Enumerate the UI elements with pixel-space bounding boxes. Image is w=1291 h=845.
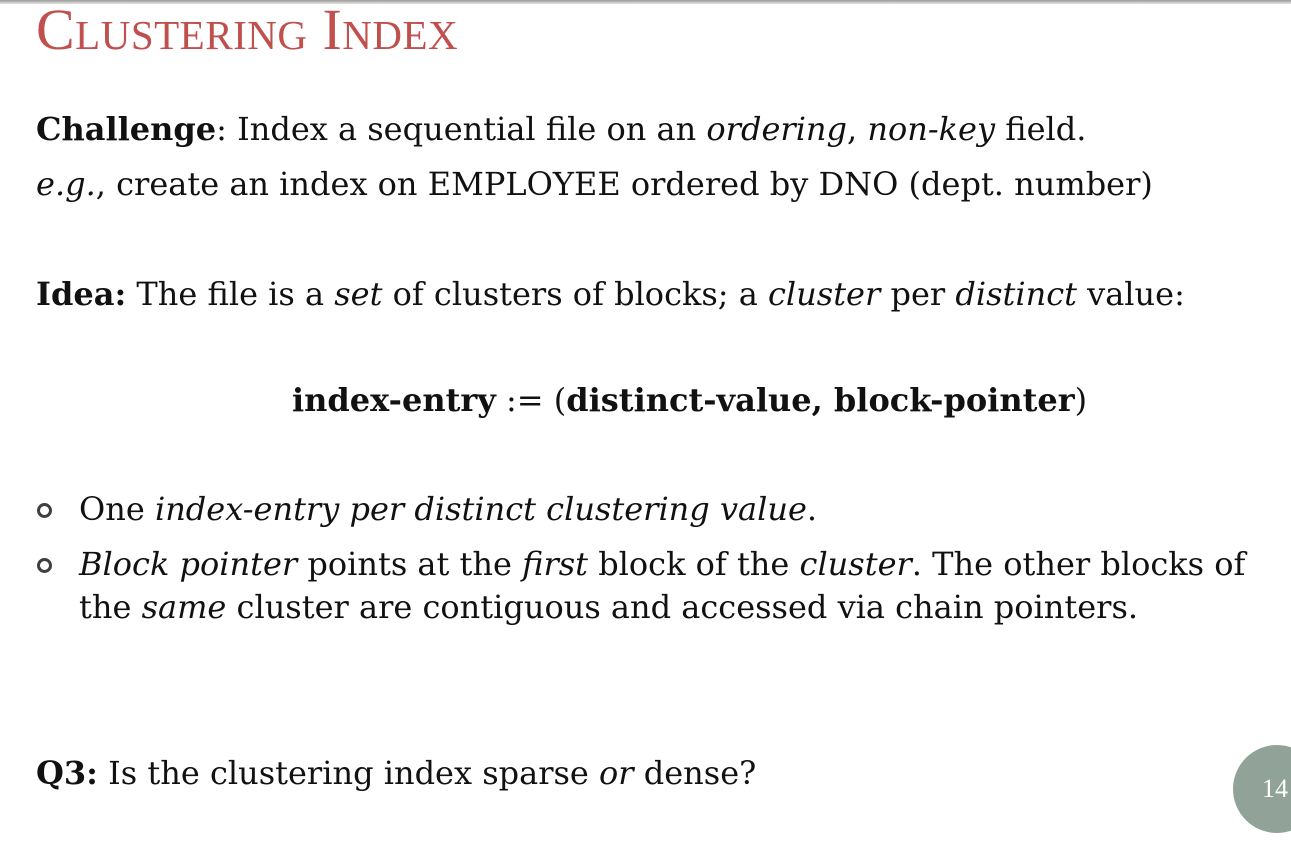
example-label: e.g. <box>36 165 96 203</box>
bullet-list: One index-entry per distinct clustering … <box>36 488 1276 641</box>
question-line: Q3: Is the clustering index sparse or de… <box>36 754 757 792</box>
ring-bullet-icon <box>37 503 52 518</box>
list-item: One index-entry per distinct clustering … <box>36 488 1276 531</box>
slide-top-rule <box>0 0 1291 4</box>
challenge-label: Challenge <box>36 110 217 148</box>
index-entry-formula: index-entry := (distinct-value, block-po… <box>292 381 1088 419</box>
page-number-badge: 14 <box>1233 745 1291 833</box>
question-label: Q3: <box>36 754 98 792</box>
challenge-line: Challenge: Index a sequential file on an… <box>36 110 1087 148</box>
list-item: Block pointer points at the first block … <box>36 543 1276 629</box>
example-line: e.g., create an index on EMPLOYEE ordere… <box>36 165 1153 203</box>
page-number: 14 <box>1262 774 1288 803</box>
slide-title: Clustering Index <box>36 0 459 62</box>
idea-label: Idea: <box>36 275 127 313</box>
ring-bullet-icon <box>37 558 52 573</box>
idea-line: Idea: The file is a set of clusters of b… <box>36 275 1185 313</box>
